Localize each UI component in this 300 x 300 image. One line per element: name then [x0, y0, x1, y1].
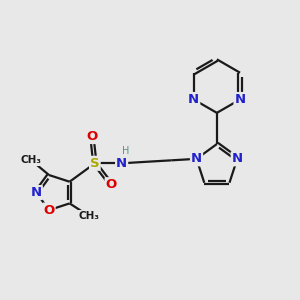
Text: S: S [90, 157, 100, 170]
Text: H: H [122, 146, 129, 156]
Text: N: N [116, 157, 127, 170]
Text: O: O [86, 130, 98, 143]
Text: O: O [44, 204, 55, 217]
Text: CH₃: CH₃ [21, 155, 42, 165]
Text: N: N [31, 186, 42, 199]
Text: N: N [191, 152, 202, 165]
Text: N: N [235, 93, 246, 106]
Text: CH₃: CH₃ [78, 211, 99, 221]
Text: O: O [106, 178, 117, 191]
Text: N: N [232, 152, 243, 165]
Text: N: N [188, 93, 199, 106]
